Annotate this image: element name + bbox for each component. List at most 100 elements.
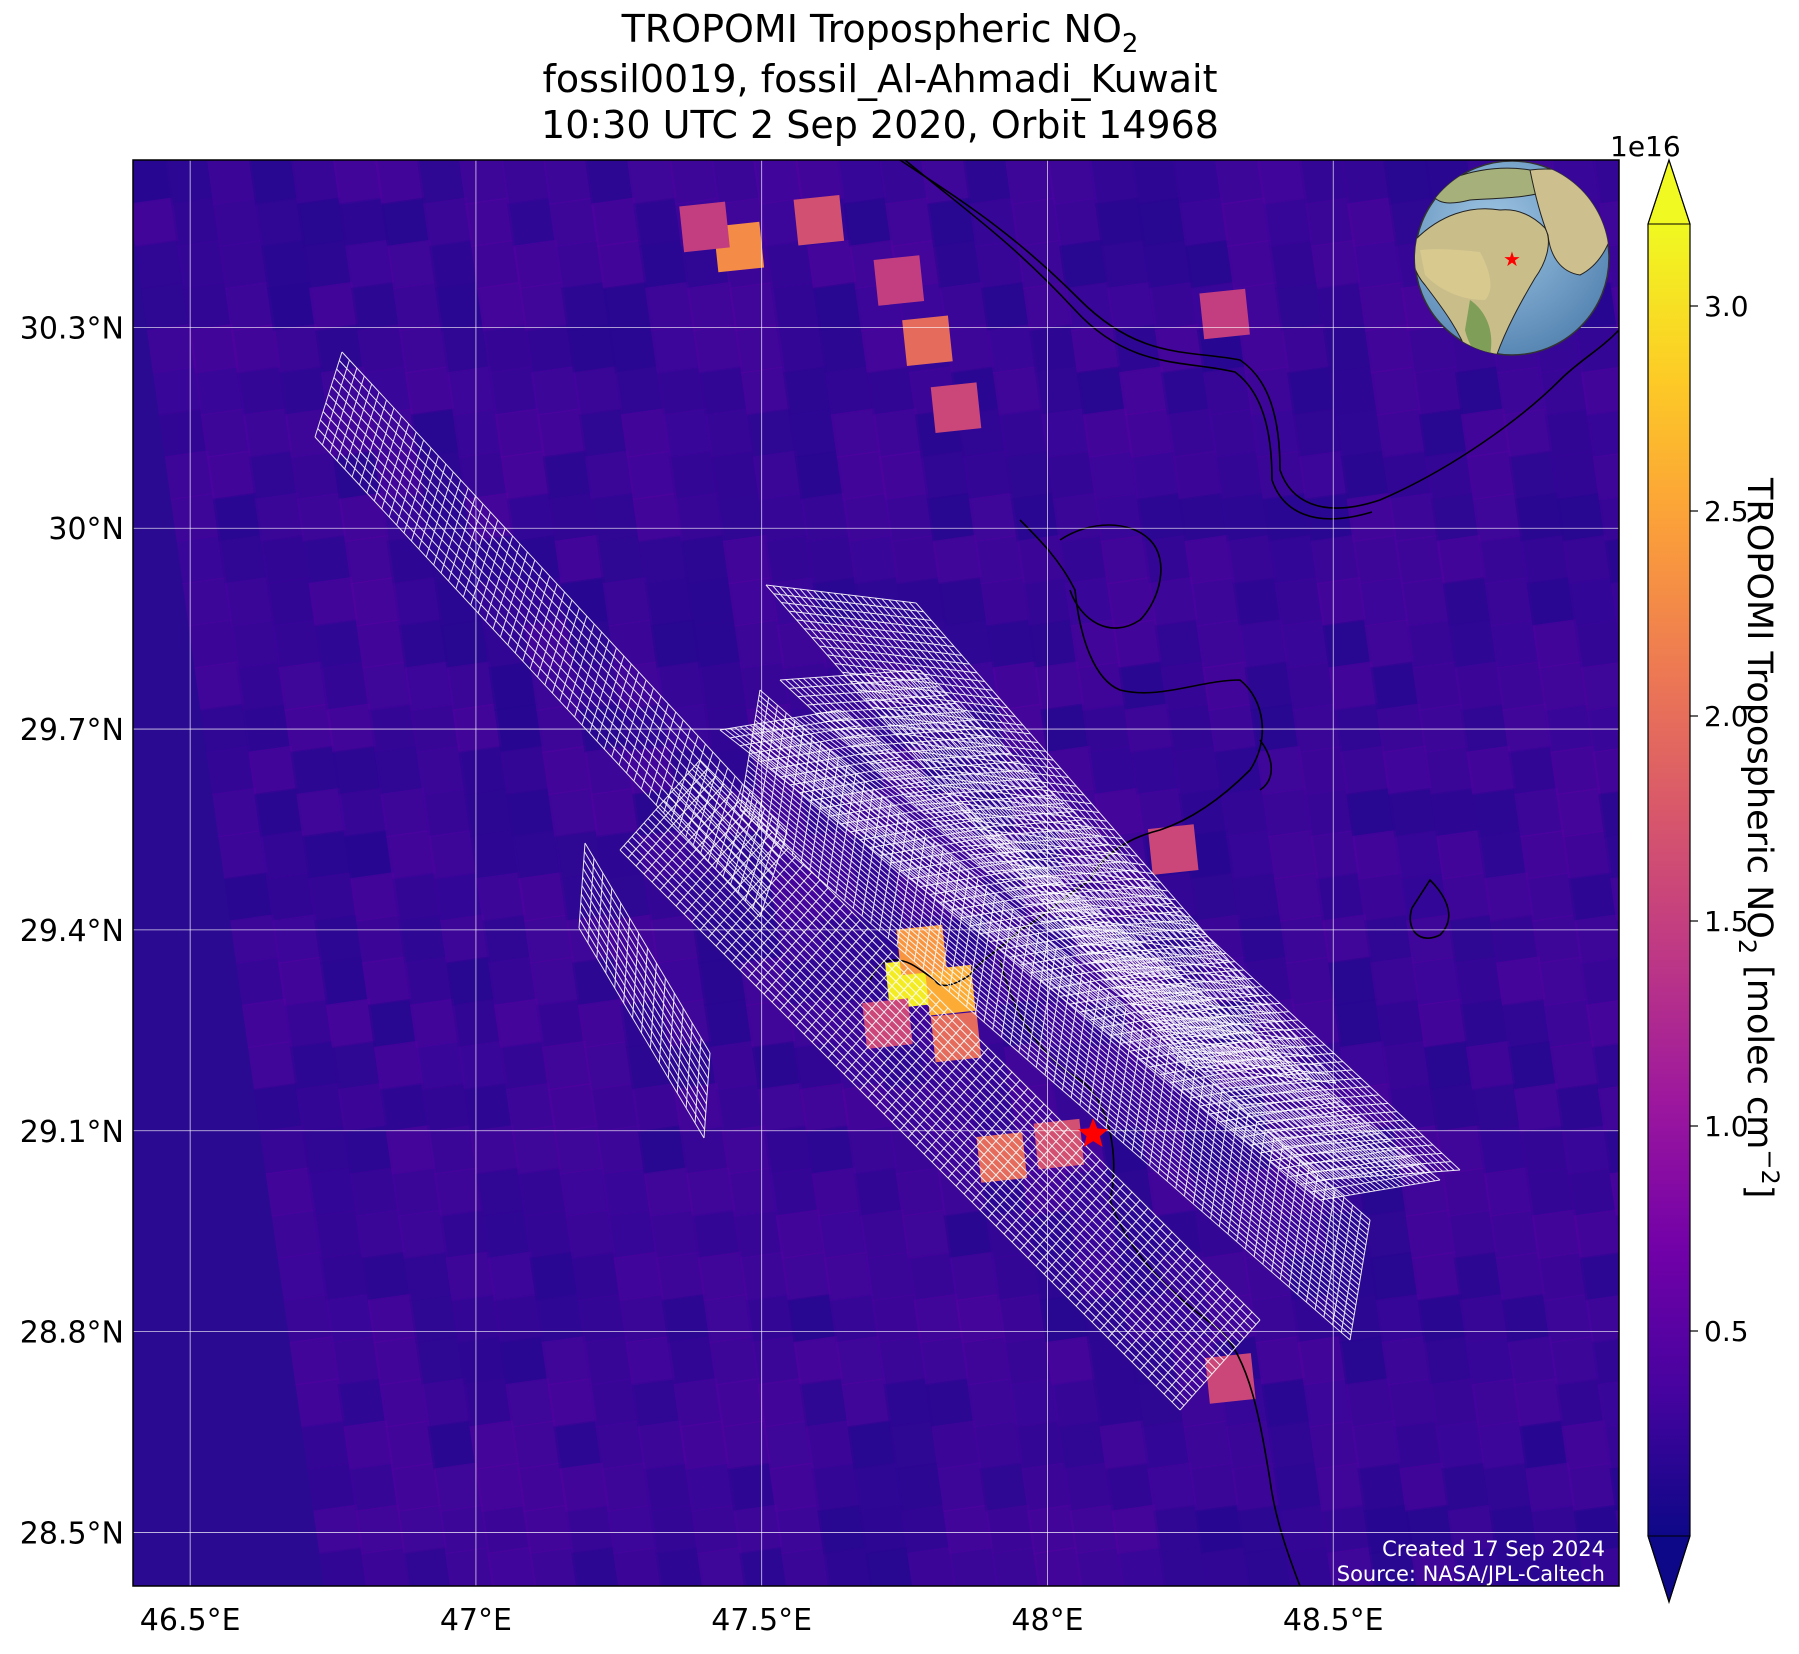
- no2-pixel: [1334, 408, 1385, 458]
- no2-pixel: [1585, 1293, 1619, 1344]
- no2-pixel: [548, 492, 599, 543]
- no2-pixel: [1447, 1504, 1497, 1555]
- no2-pixel: [1274, 576, 1325, 627]
- no2-pixel: [1053, 197, 1103, 248]
- no2-pixel: [631, 1082, 682, 1133]
- no2-pixel: [1082, 408, 1133, 458]
- no2-pixel: [949, 1546, 999, 1586]
- no2-pixel: [1495, 1546, 1545, 1586]
- no2-pixel: [679, 1125, 730, 1175]
- no2-pixel: [391, 1167, 442, 1217]
- no2-pixel: [698, 661, 749, 711]
- no2-pixel: [1430, 492, 1481, 543]
- no2-pixel: [1357, 1462, 1407, 1513]
- no2-pixel: [823, 1546, 873, 1586]
- no2-hotspot-pixel: [1147, 824, 1199, 875]
- no2-pixel: [1383, 160, 1433, 205]
- no2-pixel: [1591, 1040, 1619, 1091]
- no2-pixel: [1382, 745, 1432, 796]
- no2-pixel: [1292, 703, 1343, 754]
- no2-pixel: [1592, 745, 1619, 796]
- no2-pixel: [895, 1167, 946, 1217]
- no2-pixel: [1268, 829, 1318, 880]
- no2-pixel: [769, 1167, 820, 1217]
- no2-pixel: [1286, 366, 1337, 416]
- no2-pixel: [1568, 576, 1619, 627]
- no2-pixel: [595, 1125, 646, 1175]
- no2-pixel: [1142, 239, 1193, 290]
- no2-pixel: [925, 1378, 976, 1428]
- no2-pixel: [452, 408, 503, 458]
- no2-pixel: [517, 1462, 567, 1513]
- no2-pixel: [823, 956, 874, 1007]
- no2-pixel: [1148, 576, 1199, 627]
- no2-pixel: [499, 1335, 550, 1386]
- no2-pixel: [1178, 492, 1229, 543]
- no2-pixel: [499, 1040, 550, 1091]
- no2-pixel: [433, 1167, 484, 1217]
- no2-pixel: [740, 661, 791, 711]
- no2-pixel: [433, 1462, 483, 1513]
- no2-pixel: [1489, 1504, 1539, 1555]
- no2-pixel: [590, 787, 640, 838]
- no2-pixel: [259, 1125, 310, 1175]
- no2-pixel: [901, 1504, 951, 1555]
- no2-pixel: [1034, 661, 1085, 711]
- no2-pixel: [1220, 492, 1271, 543]
- no2-pixel: [554, 829, 604, 880]
- no2-pixel: [206, 745, 256, 796]
- no2-pixel: [248, 745, 298, 796]
- no2-pixel: [1292, 408, 1343, 458]
- no2-pixel: [1538, 661, 1589, 711]
- no2-pixel: [1279, 1209, 1330, 1260]
- no2-pixel: [1244, 366, 1295, 416]
- no2-pixel: [470, 829, 520, 880]
- no2-pixel: [331, 1335, 382, 1386]
- no2-pixel: [1028, 323, 1079, 374]
- no2-pixel: [711, 160, 761, 205]
- no2-pixel: [1484, 576, 1535, 627]
- no2-pixel: [865, 1546, 915, 1586]
- no2-pixel: [254, 787, 304, 838]
- no2-pixel: [1376, 703, 1427, 754]
- no2-pixel: [1705, 1547, 1755, 1597]
- no2-pixel: [416, 450, 467, 501]
- no2-pixel: [1598, 492, 1619, 543]
- no2-pixel: [998, 408, 1049, 458]
- no2-pixel: [1441, 1462, 1491, 1513]
- no2-pixel: [1135, 1378, 1186, 1428]
- no2-pixel: [1478, 534, 1529, 585]
- no2-pixel: [194, 661, 245, 711]
- lon-tick-label: 47.5°E: [711, 1603, 812, 1638]
- no2-pixel: [511, 1125, 562, 1175]
- no2-pixel: [1153, 1209, 1204, 1260]
- no2-pixel: [307, 1167, 358, 1217]
- no2-pixel: [350, 872, 400, 922]
- no2-pixel: [709, 1040, 760, 1091]
- no2-pixel: [669, 160, 719, 205]
- no2-pixel: [543, 160, 593, 205]
- no2-pixel: [375, 160, 425, 205]
- no2-pixel: [1208, 703, 1259, 754]
- no2-pixel: [817, 1209, 868, 1260]
- no2-pixel: [643, 1462, 693, 1513]
- no2-pixel: [398, 619, 449, 669]
- no2-pixel: [158, 408, 209, 458]
- no2-pixel: [1525, 1462, 1575, 1513]
- no2-pixel: [361, 1251, 412, 1302]
- no2-pixel: [350, 576, 401, 627]
- no2-pixel: [417, 160, 467, 205]
- no2-pixel: [260, 829, 310, 880]
- no2-pixel: [1262, 492, 1313, 543]
- no2-pixel: [1369, 1546, 1419, 1586]
- no2-pixel: [1160, 366, 1211, 416]
- no2-pixel: [1429, 1082, 1480, 1133]
- no2-pixel: [1214, 745, 1264, 796]
- no2-pixel: [626, 450, 677, 501]
- no2-pixel: [1069, 1504, 1119, 1555]
- no2-pixel: [1448, 619, 1499, 669]
- no2-pixel: [1765, 1378, 1799, 1428]
- no2-pixel: [194, 366, 245, 416]
- no2-pixel: [547, 1378, 598, 1428]
- no2-pixel: [1147, 1462, 1197, 1513]
